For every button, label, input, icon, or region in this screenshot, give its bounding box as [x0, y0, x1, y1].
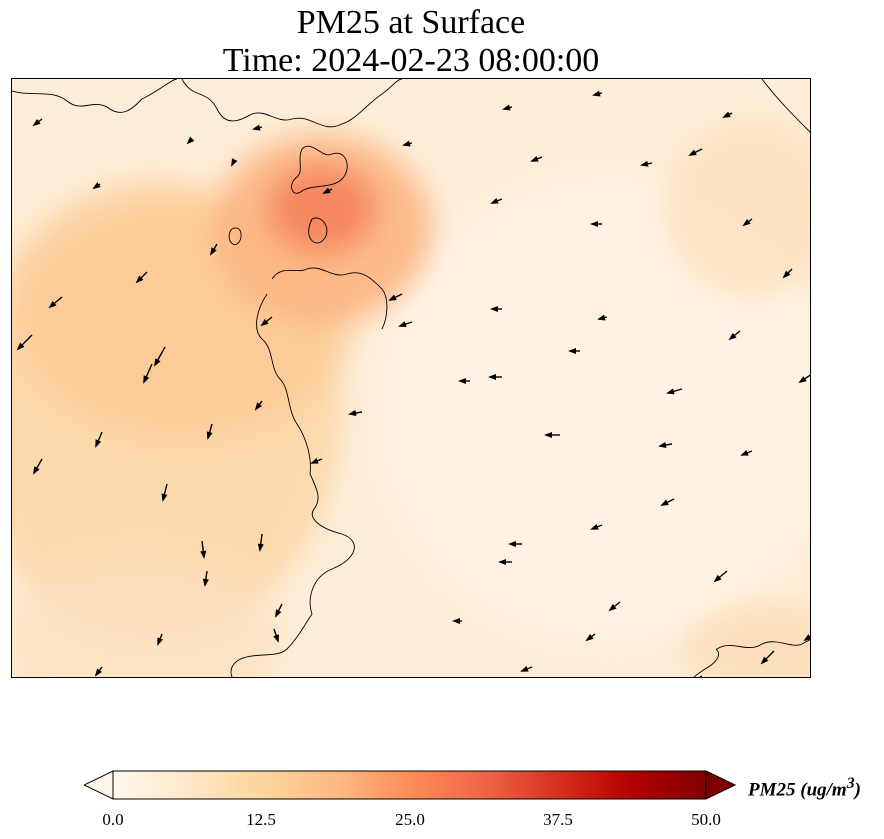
wind-arrow-head	[608, 603, 617, 612]
wind-arrow-head	[498, 559, 506, 565]
wind-arrow-head	[200, 550, 207, 559]
wind-arrow-head	[143, 375, 150, 384]
coastline-channel	[271, 267, 388, 330]
wind-arrow-head	[508, 541, 516, 547]
wind-arrow-head	[257, 543, 264, 552]
wind-arrow-head	[154, 358, 161, 367]
wind-arrow-head	[398, 321, 407, 327]
colorbar-tick: 37.5	[543, 810, 573, 829]
coastline-inlet	[256, 293, 311, 475]
colorbar-max-extend	[705, 770, 737, 800]
pm25-plume-southeast	[682, 599, 810, 677]
wind-arrow-head	[544, 432, 552, 438]
coastline-southeast-inlet	[693, 648, 720, 677]
wind-arrow-head	[252, 124, 261, 131]
border-line	[761, 79, 810, 133]
wind-arrow-head	[402, 140, 411, 147]
pm25-plume-southwest	[12, 559, 282, 677]
wind-arrow-head	[490, 306, 498, 312]
wind-arrow-head	[488, 374, 496, 380]
wind-arrow-head	[585, 634, 594, 642]
map-title: PM25 at Surface	[296, 4, 526, 41]
wind-arrow-head	[157, 637, 164, 646]
wind-arrow-head	[658, 442, 667, 448]
wind-arrow-head	[452, 618, 460, 624]
colorbar-tick: 12.5	[246, 810, 276, 829]
wind-arrow-head	[33, 466, 40, 475]
wind-arrow-head	[782, 270, 791, 279]
wind-arrow-head	[713, 574, 722, 583]
wind-arrow-head	[590, 221, 598, 227]
colorbar-tick: 25.0	[395, 810, 425, 829]
wind-arrow-head	[740, 449, 749, 456]
wind-arrow-head	[135, 275, 144, 284]
wind-arrow-head	[260, 318, 269, 327]
island	[308, 217, 328, 244]
wind-arrow-head	[592, 90, 601, 97]
wind-arrow-head	[231, 158, 238, 167]
coastline-south	[309, 473, 355, 615]
wind-arrow-head	[275, 609, 282, 618]
wind-arrow-head	[722, 111, 731, 118]
wind-arrow-head	[760, 656, 769, 665]
wind-arrow-head	[16, 342, 25, 351]
wind-arrow-head	[666, 388, 675, 395]
wind-arrow-head	[186, 136, 195, 145]
colorbar-bar	[112, 770, 707, 800]
wind-arrow-head	[688, 149, 697, 156]
wind-arrow-head	[530, 155, 539, 162]
wind-arrow-head	[254, 402, 262, 411]
pm25-field	[12, 119, 810, 677]
wind-arrow-head	[742, 219, 751, 227]
island	[228, 227, 242, 245]
wind-arrow-head	[48, 300, 57, 309]
wind-arrow-head	[568, 348, 576, 354]
wind-arrow-head	[803, 634, 810, 642]
wind-arrow-head	[660, 499, 669, 506]
colorbar-label: PM25 (ug/m3)	[748, 775, 861, 801]
coastline-northwest	[12, 79, 178, 113]
wind-arrow-head	[95, 439, 102, 448]
wind-arrow-head	[209, 247, 217, 256]
coastline-southwest	[230, 613, 313, 677]
wind-arrow-head	[597, 314, 606, 321]
wind-arrow-head	[94, 668, 102, 677]
wind-arrow-head	[728, 332, 737, 341]
wind-arrow-head	[798, 376, 807, 384]
wind-vectors	[16, 90, 810, 677]
colorbar-tick: 50.0	[691, 810, 721, 829]
colorbar-min-extend	[82, 770, 114, 800]
wind-arrow-head	[640, 160, 649, 167]
pm25-plume-northeast	[662, 119, 810, 299]
pm25-map	[12, 79, 810, 677]
coastline-southeast	[716, 639, 810, 650]
wind-arrow-head	[161, 493, 168, 502]
pm25-clean-east	[382, 179, 810, 639]
coastline-north	[181, 79, 403, 128]
wind-arrow-head	[32, 119, 41, 127]
wind-arrow-head	[202, 578, 209, 587]
wind-arrow-head	[348, 410, 357, 416]
colorbar-svg	[82, 770, 737, 800]
wind-arrow-head	[310, 457, 319, 464]
colorbar-tick: 0.0	[102, 810, 124, 829]
wind-arrow-head	[458, 378, 466, 384]
map-time: Time: 2024-02-23 08:00:00	[222, 42, 600, 79]
wind-arrow-head	[206, 431, 213, 440]
pm25-hotspot	[267, 164, 377, 254]
wind-arrow-head	[92, 182, 101, 190]
colorbar	[82, 770, 737, 815]
wind-arrow-head	[490, 197, 499, 204]
coastline	[12, 79, 810, 677]
wind-arrow-head	[520, 665, 529, 672]
map-panel	[11, 78, 811, 678]
wind-arrow-head	[590, 523, 599, 530]
wind-arrow-head	[322, 187, 331, 194]
coastline-bay	[291, 145, 348, 194]
wind-arrow-head	[388, 294, 397, 301]
wind-arrow-head	[502, 104, 511, 111]
wind-arrow-head	[273, 634, 279, 643]
